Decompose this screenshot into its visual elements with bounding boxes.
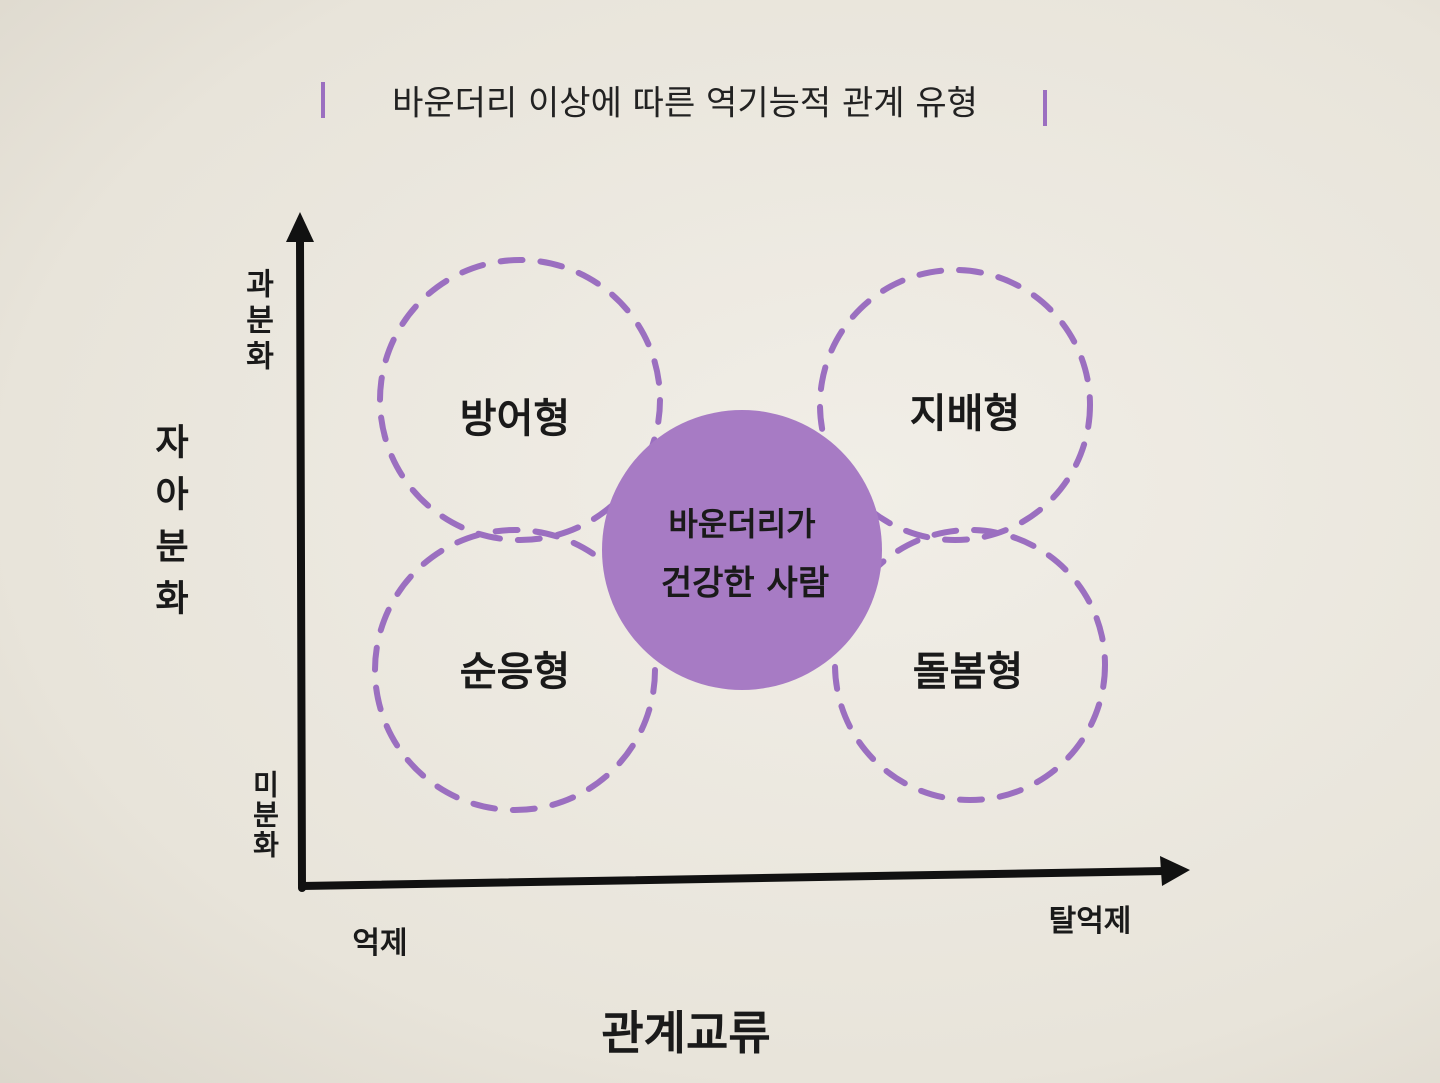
x-axis-right: 탈억제 [1048,904,1132,939]
node-label: 방어형 [459,396,571,442]
y-axis-bottom: 미분화 [248,770,281,860]
dashed-circle [377,257,663,543]
node-label: 지배형 [909,391,1021,437]
y-axis-arrow [286,212,314,242]
center-label: 바운더리가 [668,505,816,543]
dashed-circle [817,267,1093,543]
y-axis-label: 자아분화 [148,423,189,631]
center-label: 건강한 사람 [660,563,830,604]
x-axis-label: 관계교류 [601,1006,771,1060]
y-axis-top: 과분화 [239,268,274,376]
y-axis [296,236,306,892]
dashed-circle [832,527,1108,803]
title: 바운더리 이상에 따른 역기능적 관계 유형 [392,83,978,124]
title-bar-left [321,82,325,118]
title-bar-right [1043,90,1047,126]
node-label: 순응형 [459,649,571,695]
center-circle [602,410,882,690]
node-label: 돌봄형 [912,649,1024,695]
x-axis [298,867,1169,890]
x-axis-left: 억제 [352,926,408,961]
x-axis-arrow [1160,856,1190,886]
dashed-circle [372,527,658,813]
